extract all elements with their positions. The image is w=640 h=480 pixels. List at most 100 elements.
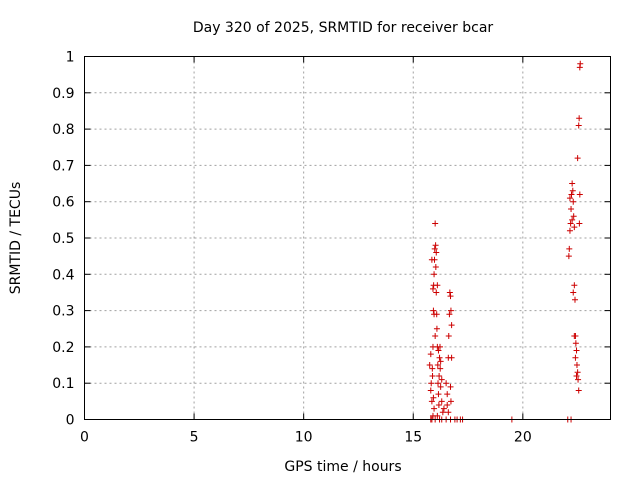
- data-point: [574, 369, 581, 376]
- y-tick-label: 0.8: [52, 122, 74, 138]
- data-point: [433, 325, 440, 332]
- data-point: [432, 242, 439, 249]
- data-point: [443, 380, 450, 387]
- data-point: [571, 333, 578, 340]
- x-tick-label: 10: [295, 430, 313, 446]
- data-point: [436, 343, 443, 350]
- data-point: [573, 362, 580, 369]
- data-point: [566, 195, 573, 202]
- data-point: [430, 307, 437, 314]
- data-point: [432, 264, 439, 271]
- data-marks: [426, 60, 584, 423]
- data-point: [433, 289, 440, 296]
- data-point: [428, 256, 435, 263]
- y-tick-label: 0.7: [52, 158, 74, 174]
- x-tick-label: 20: [514, 430, 532, 446]
- chart-title: Day 320 of 2025, SRMTID for receiver bca…: [193, 20, 494, 36]
- data-point: [574, 155, 581, 162]
- y-tick-label: 0.2: [52, 340, 74, 356]
- data-point: [565, 253, 572, 260]
- x-tick-label: 0: [80, 430, 89, 446]
- data-point: [447, 398, 454, 405]
- data-point: [437, 383, 444, 390]
- data-point: [429, 285, 436, 292]
- data-point: [571, 282, 578, 289]
- data-point: [573, 347, 580, 354]
- data-point: [435, 347, 442, 354]
- data-point: [436, 372, 443, 379]
- data-point: [448, 354, 455, 361]
- data-point: [575, 122, 582, 129]
- data-point: [575, 376, 582, 383]
- data-point: [432, 333, 439, 340]
- axis-ticks: 00.10.20.30.40.50.60.70.80.910 5 10 15 20: [52, 50, 611, 446]
- x-tick-label: 15: [404, 430, 422, 446]
- data-point: [447, 307, 454, 314]
- data-point: [575, 387, 582, 394]
- data-point: [431, 245, 438, 252]
- data-point: [437, 358, 444, 365]
- data-point: [434, 412, 441, 419]
- data-point: [427, 351, 434, 358]
- y-tick-label: 0.5: [52, 231, 74, 247]
- data-point: [447, 293, 454, 300]
- data-point: [428, 380, 435, 387]
- y-tick-label: 0: [66, 413, 75, 429]
- data-point: [445, 409, 452, 416]
- data-point: [436, 354, 443, 361]
- data-point: [431, 311, 438, 318]
- data-point: [429, 372, 436, 379]
- data-point: [568, 191, 575, 198]
- data-point: [570, 213, 577, 220]
- y-tick-label: 0.4: [52, 267, 74, 283]
- data-point: [434, 362, 441, 369]
- plot-frame: [84, 56, 611, 420]
- y-tick-label: 0.1: [52, 376, 74, 392]
- data-point: [446, 311, 453, 318]
- data-point: [576, 220, 583, 227]
- data-point: [432, 220, 439, 227]
- y-tick-label: 0.3: [52, 304, 74, 320]
- data-point: [576, 115, 583, 122]
- data-point: [577, 60, 584, 67]
- grid: [84, 56, 611, 420]
- data-point: [567, 220, 574, 227]
- data-point: [435, 391, 442, 398]
- data-point: [448, 322, 455, 329]
- data-point: [570, 289, 577, 296]
- x-tick-label: 5: [190, 430, 199, 446]
- data-point: [566, 227, 573, 234]
- data-point: [440, 405, 447, 412]
- data-point: [444, 391, 451, 398]
- data-point: [570, 198, 577, 205]
- data-point: [566, 245, 573, 252]
- data-point: [569, 216, 576, 223]
- data-point: [429, 365, 436, 372]
- data-point: [439, 409, 446, 416]
- data-point: [569, 187, 576, 194]
- data-point: [447, 383, 454, 390]
- y-tick-label: 0.9: [52, 86, 74, 102]
- data-point: [434, 282, 441, 289]
- data-point: [428, 398, 435, 405]
- y-axis-label: SRMTID / TECUs: [8, 182, 24, 295]
- data-point: [576, 191, 583, 198]
- data-point: [430, 394, 437, 401]
- data-point: [435, 380, 442, 387]
- data-point: [431, 271, 438, 278]
- data-point: [438, 398, 445, 405]
- data-point: [433, 249, 440, 256]
- data-point: [446, 289, 453, 296]
- data-point: [426, 362, 433, 369]
- data-point: [444, 401, 451, 408]
- data-point: [573, 372, 580, 379]
- data-point: [568, 205, 575, 212]
- data-point: [437, 365, 444, 372]
- y-tick-label: 1: [66, 50, 75, 66]
- data-point: [571, 296, 578, 303]
- y-tick-label: 0.6: [52, 195, 74, 211]
- data-point: [572, 340, 579, 347]
- data-point: [572, 354, 579, 361]
- x-axis-label: GPS time / hours: [284, 459, 401, 475]
